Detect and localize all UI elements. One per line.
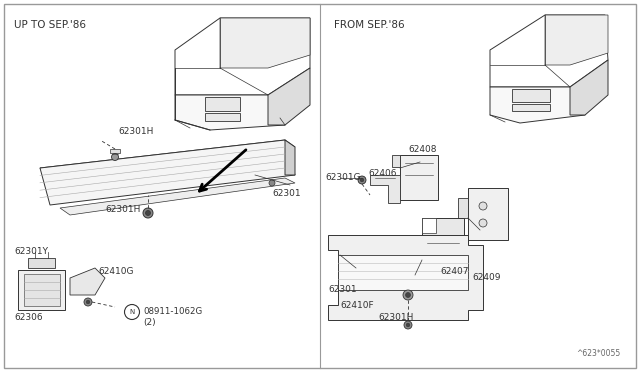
Text: UP TO SEP.'86: UP TO SEP.'86	[14, 20, 86, 30]
Polygon shape	[220, 18, 310, 68]
Bar	[205, 97, 240, 111]
Text: 62301: 62301	[328, 285, 356, 295]
Text: FROM SEP.'86: FROM SEP.'86	[334, 20, 404, 30]
Polygon shape	[175, 95, 285, 130]
Text: 62410F: 62410F	[340, 301, 374, 310]
Circle shape	[406, 323, 410, 327]
Polygon shape	[545, 15, 608, 65]
Circle shape	[86, 300, 90, 304]
Text: 62301H: 62301H	[105, 205, 140, 215]
Polygon shape	[468, 188, 508, 240]
Polygon shape	[370, 175, 400, 203]
Polygon shape	[60, 178, 295, 215]
Polygon shape	[40, 140, 295, 175]
Circle shape	[358, 176, 366, 184]
Circle shape	[479, 219, 487, 227]
Circle shape	[111, 154, 118, 160]
Circle shape	[125, 305, 140, 320]
Polygon shape	[490, 15, 608, 87]
Polygon shape	[110, 149, 120, 153]
Text: 62409: 62409	[472, 273, 500, 282]
Polygon shape	[285, 140, 295, 175]
Text: 08911-1062G: 08911-1062G	[143, 308, 202, 317]
Circle shape	[143, 208, 153, 218]
Text: (2): (2)	[143, 317, 156, 327]
Circle shape	[84, 298, 92, 306]
Text: ^623*0055: ^623*0055	[576, 349, 620, 358]
Polygon shape	[24, 274, 60, 306]
Text: 62301: 62301	[272, 189, 301, 198]
Polygon shape	[18, 270, 65, 310]
Circle shape	[406, 292, 410, 298]
Text: 62301H: 62301H	[118, 128, 154, 137]
Text: 62301H: 62301H	[378, 314, 413, 323]
Circle shape	[269, 180, 275, 186]
Text: 62408: 62408	[408, 145, 436, 154]
Polygon shape	[490, 87, 585, 123]
Text: 62410G: 62410G	[98, 267, 134, 276]
Polygon shape	[175, 18, 310, 95]
Text: 62406: 62406	[368, 169, 397, 177]
Polygon shape	[328, 235, 483, 320]
Bar	[512, 89, 550, 102]
Text: 62301Y: 62301Y	[14, 247, 48, 257]
Polygon shape	[458, 198, 468, 218]
Polygon shape	[28, 258, 55, 268]
Circle shape	[403, 290, 413, 300]
Text: 62306: 62306	[14, 314, 43, 323]
Polygon shape	[268, 68, 310, 125]
Text: N: N	[129, 309, 134, 315]
Text: 62407: 62407	[440, 267, 468, 276]
Polygon shape	[400, 155, 438, 200]
Circle shape	[360, 178, 364, 182]
Polygon shape	[338, 255, 468, 290]
Polygon shape	[422, 218, 436, 233]
Polygon shape	[392, 155, 400, 167]
Circle shape	[145, 211, 150, 215]
Circle shape	[358, 176, 365, 183]
Polygon shape	[570, 60, 608, 115]
Polygon shape	[70, 268, 105, 295]
Text: 62301G: 62301G	[325, 173, 360, 183]
Bar	[512, 104, 550, 111]
Polygon shape	[40, 140, 295, 205]
Bar	[205, 113, 240, 121]
Circle shape	[404, 321, 412, 329]
Circle shape	[479, 202, 487, 210]
Polygon shape	[422, 218, 464, 273]
